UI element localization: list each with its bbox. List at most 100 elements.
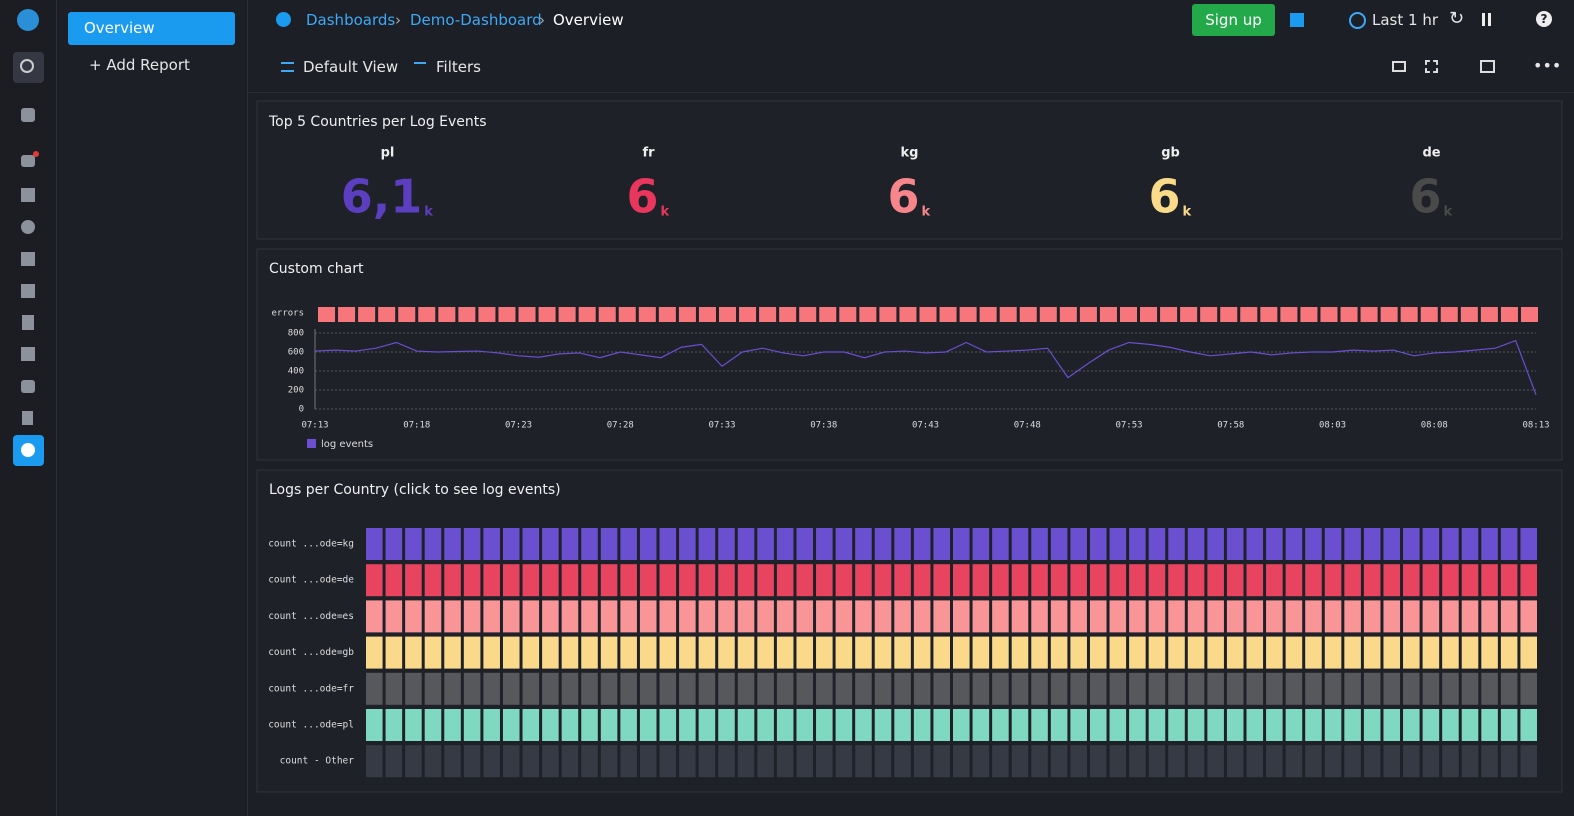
- heat-cell: [483, 745, 500, 778]
- fullscreen-button[interactable]: [1425, 60, 1438, 73]
- heat-cell: [1148, 672, 1166, 705]
- heat-cell: [1011, 636, 1029, 669]
- heat-cell: [483, 672, 500, 705]
- more-button[interactable]: •••: [1533, 56, 1562, 75]
- heat-cell: [835, 600, 853, 633]
- heat-cell: [444, 745, 461, 778]
- heat-cell: [796, 745, 814, 778]
- heat-cell: [444, 672, 461, 705]
- default-view[interactable]: Default View: [303, 58, 399, 76]
- search-button[interactable]: [13, 52, 44, 83]
- stat-label: de: [1422, 146, 1440, 161]
- error-cell: [518, 307, 536, 322]
- error-cell: [498, 307, 516, 322]
- heat-cell: [1031, 528, 1048, 560]
- heat-cell: [483, 636, 500, 669]
- filters[interactable]: Filters: [436, 58, 481, 76]
- nav-icon[interactable]: [21, 155, 35, 167]
- heat-cell: [855, 745, 872, 778]
- heat-cell: [913, 672, 931, 705]
- email-button[interactable]: [1392, 61, 1406, 72]
- heat-cell: [1089, 564, 1107, 597]
- heat-cell: [796, 600, 814, 633]
- heat-cell: [639, 636, 657, 669]
- heat-cell: [1363, 600, 1381, 633]
- heat-cell: [385, 600, 403, 633]
- breadcrumb-link[interactable]: Demo-Dashboard: [410, 11, 542, 29]
- nav-icon[interactable]: [22, 411, 33, 425]
- heat-cell: [1187, 528, 1205, 560]
- heat-cell: [659, 709, 677, 741]
- heat-cell: [1266, 564, 1283, 597]
- heat-cell: [444, 528, 461, 560]
- error-cell: [598, 307, 616, 322]
- breadcrumb-link[interactable]: Dashboards: [306, 11, 396, 29]
- error-cell: [999, 307, 1017, 322]
- nav-icon[interactable]: [21, 188, 35, 202]
- heat-cell: [1070, 745, 1087, 778]
- error-cell: [1119, 307, 1138, 322]
- error-cell: [438, 307, 456, 322]
- refresh-button[interactable]: ↻: [1449, 8, 1465, 29]
- search-icon: [20, 59, 34, 73]
- error-cell: [1180, 307, 1198, 322]
- nav-icon[interactable]: [21, 108, 35, 122]
- filter-icon: [414, 62, 426, 72]
- add-report[interactable]: + Add Report: [89, 56, 190, 74]
- help-button[interactable]: ?: [1536, 11, 1552, 27]
- heat-cell: [679, 745, 696, 778]
- heat-cell: [1285, 600, 1303, 633]
- heat-cell: [1031, 709, 1048, 741]
- error-cell: [1079, 307, 1097, 322]
- heat-cell: [757, 564, 774, 597]
- heat-cell: [1344, 745, 1361, 778]
- heat-cell: [1129, 528, 1146, 560]
- heat-cell: [1461, 709, 1479, 741]
- heat-cell: [366, 600, 383, 633]
- nav-icon[interactable]: [21, 284, 35, 298]
- nav-icon[interactable]: [21, 252, 35, 266]
- heat-cell: [913, 600, 931, 633]
- heat-cell: [972, 709, 990, 741]
- error-cell: [398, 307, 416, 322]
- divider: [248, 92, 1574, 93]
- heat-cell: [444, 564, 461, 597]
- nav-icon[interactable]: [21, 380, 35, 393]
- heat-cell: [1344, 709, 1361, 741]
- heat-cell: [933, 528, 950, 560]
- time-range[interactable]: Last 1 hr: [1372, 11, 1438, 29]
- error-cell: [899, 307, 917, 322]
- heat-cell: [1422, 564, 1440, 597]
- heat-cell: [757, 745, 774, 778]
- heat-cell: [522, 528, 540, 560]
- heat-cell: [1109, 636, 1127, 669]
- heat-cell: [522, 636, 540, 669]
- heat-cell: [776, 564, 794, 597]
- nav-icon[interactable]: [21, 220, 35, 234]
- heat-cell: [444, 600, 461, 633]
- nav-icon[interactable]: [22, 315, 34, 330]
- heat-cell: [757, 600, 774, 633]
- heat-cell: [776, 709, 794, 741]
- heat-cell: [816, 745, 833, 778]
- heat-cell: [1403, 745, 1420, 778]
- heat-cell: [1324, 600, 1342, 633]
- heat-cell: [1168, 564, 1185, 597]
- heat-cell: [1011, 528, 1029, 560]
- heat-cell: [1187, 672, 1205, 705]
- heat-cell: [894, 600, 911, 633]
- heat-cell: [698, 745, 716, 778]
- sign-up-button[interactable]: Sign up: [1192, 4, 1275, 36]
- error-cell: [658, 307, 676, 322]
- apps-icon[interactable]: [1290, 13, 1304, 27]
- pause-button[interactable]: [1482, 13, 1485, 26]
- nav-icon[interactable]: [21, 347, 35, 361]
- nav-overview[interactable]: Overview: [68, 12, 235, 45]
- row-label: count ...ode=fr: [268, 683, 354, 694]
- heat-cell: [874, 528, 892, 560]
- error-cell: [1099, 307, 1117, 322]
- heat-cell: [1187, 636, 1205, 669]
- layout-button[interactable]: [1480, 60, 1495, 73]
- heat-cell: [894, 528, 911, 560]
- errors-label: errors: [271, 309, 304, 319]
